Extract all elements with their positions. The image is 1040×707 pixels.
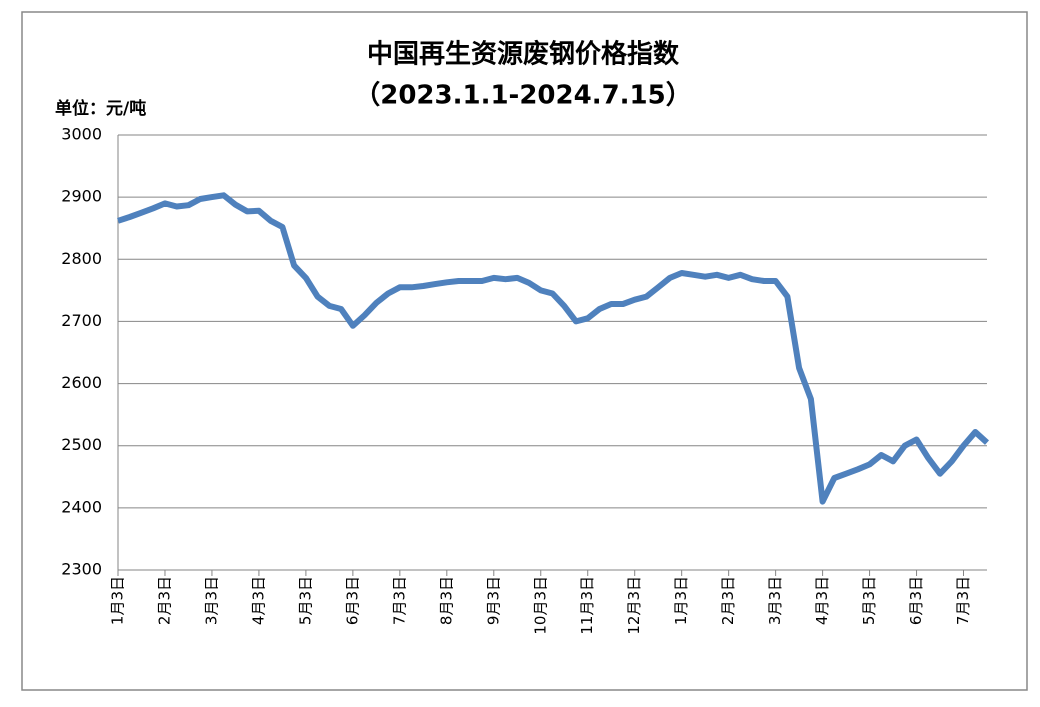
- x-tick-label: 7月3日: [390, 576, 408, 625]
- x-tick-label: 1月3日: [672, 576, 690, 625]
- x-tick-label: 9月3日: [484, 576, 502, 625]
- x-tick-label: 6月3日: [343, 576, 361, 625]
- y-tick-label: 2500: [61, 435, 102, 454]
- x-tick-label: 7月3日: [954, 576, 972, 625]
- data-line: [117, 192, 990, 505]
- y-tick-label: 2700: [61, 311, 102, 330]
- x-tick-label: 5月3日: [296, 576, 314, 625]
- x-tick-label: 8月3日: [437, 576, 455, 625]
- y-tick-label: 2900: [61, 187, 102, 206]
- x-tick-label: 2月3日: [155, 576, 173, 625]
- y-tick-label: 2400: [61, 497, 102, 516]
- x-tick-label: 6月3日: [907, 576, 925, 625]
- chart-title: 中国再生资源废钢价格指数: [367, 39, 680, 70]
- y-tick-label: 3000: [61, 125, 102, 144]
- x-tick-label: 3月3日: [202, 576, 220, 625]
- x-tick-label: 11月3日: [578, 576, 596, 635]
- y-tick-label: 2600: [61, 373, 102, 392]
- x-tick-label: 12月3日: [625, 576, 643, 635]
- x-tick-label: 3月3日: [766, 576, 784, 625]
- y-unit-label: 单位：元/吨: [55, 98, 146, 119]
- x-tick-label: 4月3日: [249, 576, 267, 625]
- y-tick-label: 2300: [61, 560, 102, 579]
- x-tick-label: 2月3日: [719, 576, 737, 625]
- chart-frame: [21, 11, 1028, 691]
- x-tick-label: 1月3日: [109, 576, 127, 625]
- x-tick-label: 5月3日: [860, 576, 878, 625]
- y-tick-label: 2800: [61, 249, 102, 268]
- chart-subtitle: （2023.1.1-2024.7.15）: [354, 81, 691, 111]
- x-tick-label: 4月3日: [813, 576, 831, 625]
- x-tick-label: 10月3日: [531, 576, 549, 635]
